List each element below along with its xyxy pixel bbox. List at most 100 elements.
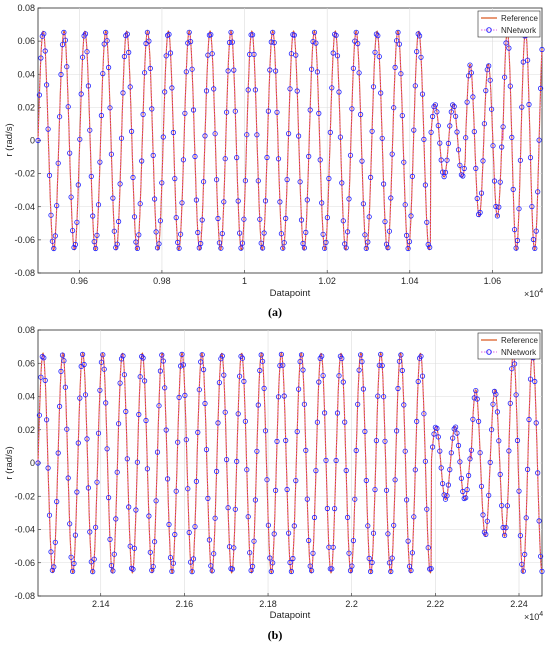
nnetwork-marker	[149, 106, 155, 112]
nnetwork-marker	[162, 385, 168, 391]
nnetwork-marker	[137, 374, 143, 380]
nnetwork-marker	[450, 102, 456, 108]
nnetwork-marker	[277, 362, 283, 369]
nnetwork-marker	[360, 386, 366, 392]
nnetwork-marker	[189, 66, 195, 72]
nnetwork-marker	[146, 38, 152, 44]
nnetwork-marker	[248, 32, 254, 38]
nnetwork-marker	[392, 64, 398, 71]
nnetwork-marker	[457, 459, 463, 465]
nnetwork-marker	[209, 568, 215, 574]
nnetwork-marker	[535, 470, 541, 476]
nnetwork-marker	[123, 32, 129, 39]
nnetwork-marker	[195, 229, 201, 236]
nnetwork-marker	[130, 566, 136, 572]
nnetwork-marker	[350, 537, 356, 544]
nnetwork-marker	[39, 353, 45, 360]
nnetwork-marker	[300, 240, 306, 247]
nnetwork-marker	[524, 466, 531, 472]
nnetwork-marker	[254, 448, 260, 454]
x-multiplier-b: ×104	[524, 611, 543, 622]
nnetwork-marker	[494, 409, 500, 415]
nnetwork-marker	[320, 231, 326, 237]
nnetwork-marker	[444, 157, 450, 163]
nnetwork-marker	[278, 231, 284, 237]
nnetwork-marker	[313, 467, 319, 474]
nnetwork-marker	[418, 353, 424, 359]
nnetwork-marker	[491, 178, 498, 184]
nnetwork-marker	[477, 209, 483, 216]
nnetwork-marker	[409, 550, 415, 556]
nnetwork-marker	[425, 545, 431, 551]
nnetwork-marker	[355, 40, 361, 47]
y-tick-label: 0.04	[17, 69, 35, 79]
nnetwork-line	[37, 31, 543, 250]
nnetwork-marker	[500, 524, 506, 531]
nnetwork-marker	[49, 238, 56, 244]
nnetwork-marker	[59, 352, 66, 358]
nnetwork-marker	[180, 362, 186, 368]
nnetwork-marker	[294, 428, 300, 435]
nnetwork-marker	[327, 566, 333, 572]
nnetwork-marker	[185, 486, 191, 492]
nnetwork-marker	[172, 531, 178, 538]
nnetwork-marker	[359, 158, 365, 164]
y-tick-label: -0.04	[14, 525, 35, 535]
nnetwork-marker	[457, 162, 463, 168]
nnetwork-marker	[487, 77, 493, 83]
nnetwork-marker	[71, 560, 77, 567]
nnetwork-marker	[142, 378, 148, 384]
nnetwork-marker	[507, 400, 513, 406]
nnetwork-marker	[434, 425, 440, 431]
nnetwork-marker	[524, 57, 531, 63]
nnetwork-marker	[465, 73, 472, 79]
nnetwork-marker	[346, 196, 352, 202]
nnetwork-marker	[250, 563, 256, 570]
nnetwork-marker	[231, 67, 237, 73]
nnetwork-marker	[297, 179, 303, 185]
nnetwork-marker	[362, 232, 368, 238]
nnetwork-marker	[483, 531, 489, 538]
nnetwork-marker	[244, 132, 250, 138]
nnetwork-marker	[516, 206, 522, 212]
nnetwork-marker	[383, 487, 390, 493]
nnetwork-marker	[329, 85, 335, 91]
nnetwork-marker	[75, 182, 81, 188]
nnetwork-marker	[424, 219, 430, 225]
nnetwork-marker	[124, 31, 130, 37]
nnetwork-marker	[275, 394, 282, 400]
nnetwork-marker	[460, 173, 466, 179]
nnetwork-marker	[285, 131, 292, 137]
nnetwork-marker	[172, 176, 178, 182]
nnetwork-marker	[388, 195, 394, 201]
nnetwork-marker	[100, 352, 106, 358]
legend-ref-label-b: Reference	[501, 336, 538, 345]
nnetwork-marker	[244, 467, 250, 473]
nnetwork-marker	[211, 551, 217, 557]
nnetwork-marker	[87, 529, 93, 535]
nnetwork-marker	[395, 385, 401, 392]
nnetwork-marker	[316, 379, 322, 385]
nnetwork-marker	[58, 71, 64, 78]
nnetwork-marker	[51, 245, 57, 252]
nnetwork-marker	[241, 378, 247, 384]
nnetwork-marker	[255, 402, 261, 408]
nnetwork-marker	[425, 241, 431, 248]
nnetwork-marker	[214, 177, 220, 183]
nnetwork-marker	[336, 89, 342, 95]
nnetwork-marker	[414, 418, 420, 424]
nnetwork-marker	[501, 532, 508, 539]
nnetwork-marker	[503, 524, 509, 531]
nnetwork-marker	[251, 51, 257, 58]
nnetwork-marker	[133, 507, 139, 513]
nnetwork-marker	[143, 417, 149, 424]
nnetwork-marker	[373, 437, 379, 444]
nnetwork-marker	[330, 50, 336, 56]
nnetwork-marker	[532, 378, 538, 385]
nnetwork-marker	[176, 245, 182, 251]
nnetwork-marker	[403, 232, 410, 238]
nnetwork-marker	[274, 109, 280, 115]
nnetwork-marker	[526, 416, 532, 423]
nnetwork-marker	[152, 539, 158, 545]
nnetwork-marker	[429, 113, 436, 120]
